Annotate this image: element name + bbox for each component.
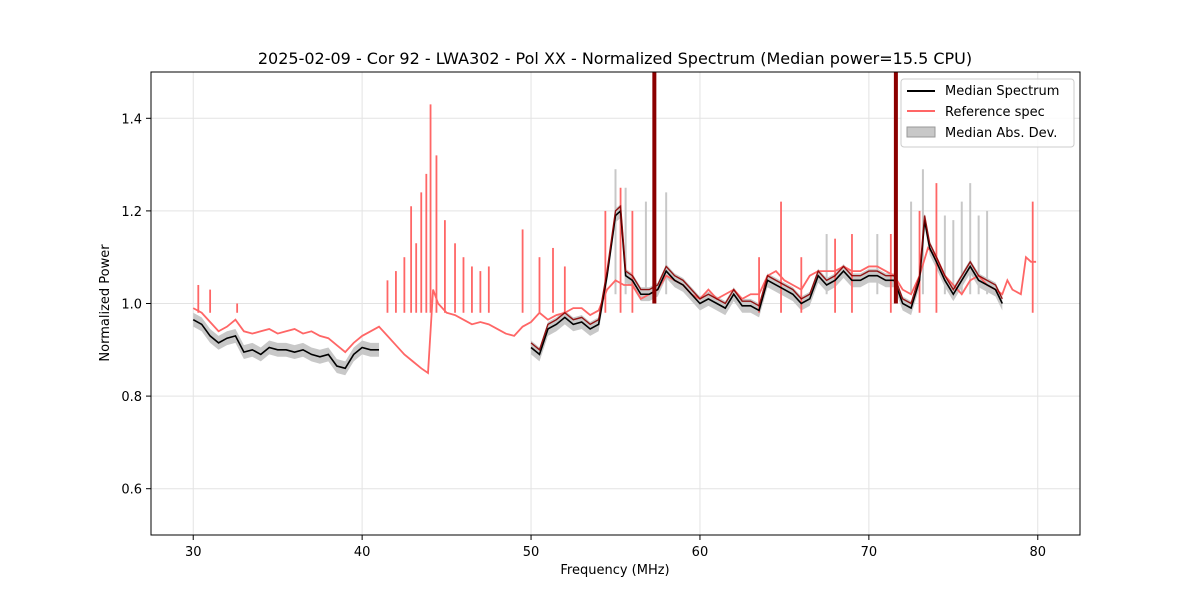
legend-mad-swatch — [906, 126, 936, 138]
y-tick-label: 1.2 — [121, 205, 142, 220]
x-tick-label: 80 — [1029, 545, 1046, 560]
y-tick-label: 0.8 — [121, 390, 142, 405]
y-tick-label: 1.0 — [121, 298, 142, 313]
x-axis: 30 40 50 60 70 80 — [185, 535, 1046, 560]
x-tick-label: 60 — [692, 545, 709, 560]
y-tick-label: 0.6 — [121, 483, 142, 498]
x-axis-label: Frequency (MHz) — [560, 563, 669, 578]
y-tick-label: 1.4 — [121, 112, 142, 127]
plot-area — [192, 72, 1037, 376]
x-tick-label: 40 — [354, 545, 371, 560]
chart-title: 2025-02-09 - Cor 92 - LWA302 - Pol XX - … — [258, 49, 972, 68]
legend-mad-label: Median Abs. Dev. — [945, 126, 1057, 141]
x-tick-label: 70 — [861, 545, 878, 560]
median-spectrum-line — [192, 319, 380, 370]
x-tick-label: 50 — [523, 545, 540, 560]
legend: Median Spectrum Reference spec Median Ab… — [900, 78, 1075, 148]
legend-box — [900, 78, 1075, 148]
legend-reference-label: Reference spec — [945, 105, 1045, 120]
y-axis: 0.6 0.8 1.0 1.2 1.4 — [121, 112, 151, 498]
x-tick-label: 30 — [185, 545, 202, 560]
overlap-line — [530, 204, 1003, 351]
y-axis-label: Normalized Power — [98, 244, 113, 362]
legend-median-label: Median Spectrum — [945, 84, 1059, 99]
